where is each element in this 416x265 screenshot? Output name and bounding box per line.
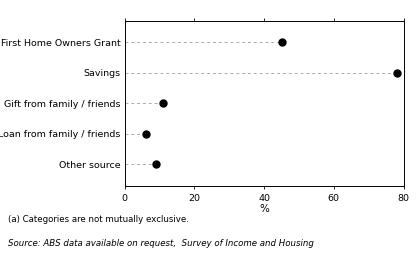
X-axis label: %: % xyxy=(259,204,269,214)
Point xyxy=(393,71,400,75)
Text: Source: ABS data available on request,  Survey of Income and Housing: Source: ABS data available on request, S… xyxy=(8,238,314,248)
Point xyxy=(142,132,149,136)
Point xyxy=(153,162,159,166)
Point xyxy=(160,101,166,105)
Text: (a) Categories are not mutually exclusive.: (a) Categories are not mutually exclusiv… xyxy=(8,215,189,224)
Point xyxy=(278,40,285,45)
